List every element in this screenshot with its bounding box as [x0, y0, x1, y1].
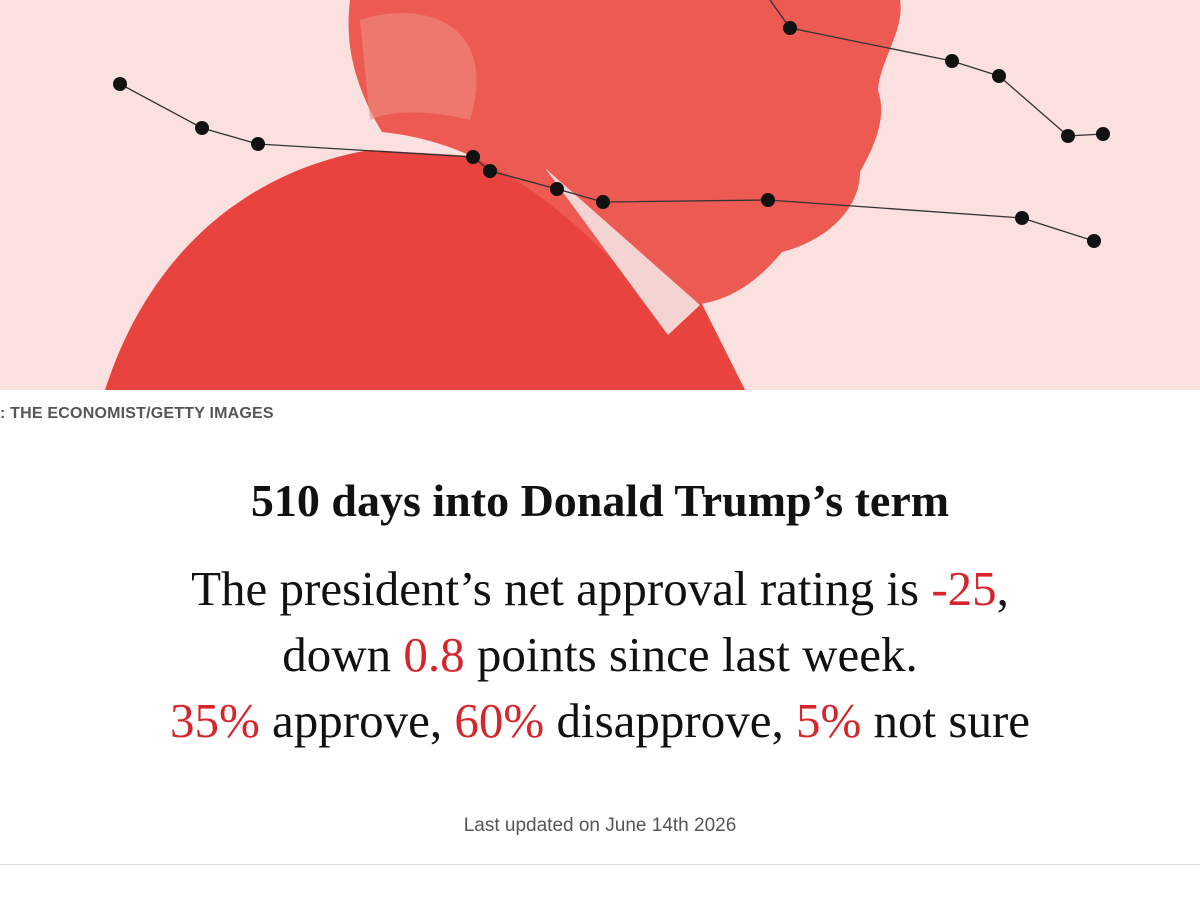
summary-line: down 0.8 points since last week.	[0, 622, 1200, 688]
decor-line	[119, 83, 1095, 242]
summary-text: approve,	[259, 693, 455, 748]
summary-text: not sure	[861, 693, 1031, 748]
decor-dot	[483, 164, 497, 178]
figure-hair	[360, 13, 477, 120]
decor-dots	[113, 21, 1110, 248]
summary-line: The president’s net approval rating is -…	[0, 556, 1200, 622]
summary-figure: 35%	[169, 693, 260, 748]
summary-figure: 5%	[795, 693, 862, 748]
decor-dot	[945, 54, 959, 68]
decor-dot	[992, 69, 1006, 83]
summary-figure: -25	[931, 561, 997, 616]
summary-text: points since last week.	[464, 627, 918, 682]
decor-dot	[596, 195, 610, 209]
decor-dot	[1015, 211, 1029, 225]
summary-text: disapprove,	[544, 693, 796, 748]
figure-collar	[545, 168, 700, 335]
last-updated: Last updated on June 14th 2026	[463, 815, 737, 836]
decor-dot	[1061, 129, 1075, 143]
summary-text: ,	[996, 561, 1009, 616]
hero-image	[0, 0, 1200, 390]
decor-dot	[761, 193, 775, 207]
decor-dot	[466, 150, 480, 164]
decor-dot	[1096, 127, 1110, 141]
decor-dot	[251, 137, 265, 151]
divider	[0, 864, 1200, 865]
decor-dot	[783, 21, 797, 35]
decor-dot	[1087, 234, 1101, 248]
summary-line: 35% approve, 60% disapprove, 5% not sure	[0, 688, 1200, 754]
summary-figure: 0.8	[403, 627, 465, 682]
summary-text: down	[282, 627, 404, 682]
decor-dot	[113, 77, 127, 91]
headline: 510 days into Donald Trump’s term	[250, 475, 950, 526]
summary: The president’s net approval rating is -…	[0, 556, 1200, 754]
image-credit: : THE ECONOMIST/GETTY IMAGES	[0, 405, 274, 422]
figure-head	[348, 0, 901, 306]
decor-dot	[195, 121, 209, 135]
decor-dot	[550, 182, 564, 196]
summary-text: The president’s net approval rating is	[191, 561, 932, 616]
summary-figure: 60%	[454, 693, 545, 748]
